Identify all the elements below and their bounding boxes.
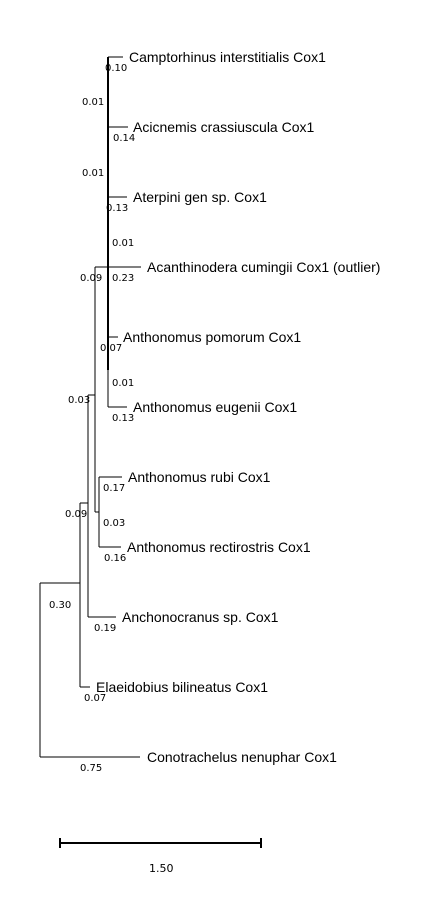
internal-branch-length-label: 0.03 — [68, 395, 90, 406]
taxon-label: Conotrachelus nenuphar Cox1 — [147, 749, 337, 765]
branch-length-label: 0.13 — [112, 413, 134, 424]
internal-branch-length-label: 0.01 — [112, 238, 134, 249]
branch-length-label: 0.19 — [94, 623, 116, 634]
scale-bar-label: 1.50 — [149, 862, 174, 875]
branch-length-label: 0.13 — [106, 203, 128, 214]
scale-bar: 1.50 — [59, 838, 262, 875]
taxon-label: Acanthinodera cumingii Cox1 (outlier) — [147, 259, 380, 275]
taxon-label: Acicnemis crassiuscula Cox1 — [133, 119, 314, 135]
internal-branch-length-label: 0.01 — [82, 97, 104, 108]
internal-branch-length-label: 0.01 — [112, 378, 134, 389]
taxon-label: Aterpini gen sp. Cox1 — [133, 189, 267, 205]
internal-branch-length-label: 0.03 — [103, 518, 125, 529]
branch-length-label: 0.23 — [112, 273, 134, 284]
internal-branch-length-label: 0.09 — [65, 509, 87, 520]
taxon-label: Anthonomus rectirostris Cox1 — [127, 539, 311, 555]
taxon-labels: Camptorhinus interstitialis Cox1 Acicnem… — [96, 49, 380, 765]
branch-length-label: 0.16 — [104, 553, 126, 564]
branch-length-label: 0.10 — [105, 63, 127, 74]
branch-length-label: 0.14 — [113, 133, 135, 144]
taxon-label: Anchonocranus sp. Cox1 — [122, 609, 279, 625]
taxon-label: Camptorhinus interstitialis Cox1 — [129, 49, 326, 65]
branch-length-label: 0.07 — [100, 343, 122, 354]
internal-branch-length-label: 0.09 — [80, 273, 102, 284]
branch-length-label: 0.07 — [84, 693, 106, 704]
branch-length-label: 0.75 — [80, 763, 102, 774]
taxon-label: Elaeidobius bilineatus Cox1 — [96, 679, 268, 695]
taxon-label: Anthonomus eugenii Cox1 — [133, 399, 297, 415]
internal-branch-length-label: 0.30 — [49, 600, 71, 611]
branch-length-label: 0.17 — [103, 483, 125, 494]
taxon-label: Anthonomus rubi Cox1 — [128, 469, 271, 485]
tree-branches — [39, 56, 141, 758]
taxon-label: Anthonomus pomorum Cox1 — [123, 329, 301, 345]
terminal-branch-lengths: 0.10 0.14 0.13 0.23 0.07 0.13 0.17 0.16 … — [80, 63, 135, 774]
internal-branch-lengths: 0.01 0.01 0.01 0.09 0.01 0.03 0.03 0.09 … — [49, 97, 134, 611]
internal-branch-length-label: 0.01 — [82, 168, 104, 179]
